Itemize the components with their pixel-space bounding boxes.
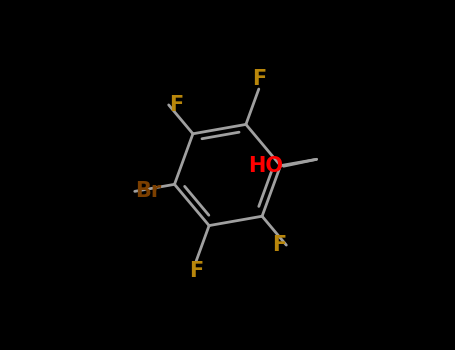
Text: F: F	[272, 235, 286, 255]
Text: F: F	[189, 261, 203, 281]
Text: F: F	[252, 69, 266, 89]
Text: Br: Br	[135, 181, 161, 201]
Text: HO: HO	[248, 156, 283, 176]
Text: F: F	[169, 95, 183, 115]
